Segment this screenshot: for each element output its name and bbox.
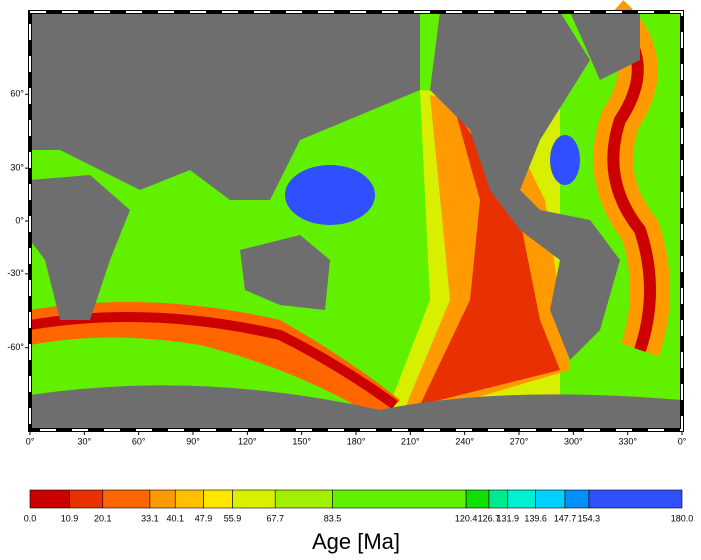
colorbar-tick-label: 180.0 — [671, 513, 694, 523]
colorbar-tick-label: 126.7 — [478, 513, 501, 523]
y-tick-label: -60° — [7, 342, 24, 352]
colorbar-tick-label: 33.1 — [141, 513, 159, 523]
y-tick-label: 30° — [10, 163, 24, 173]
colorbar-segment — [488, 489, 509, 509]
colorbar-tick-label: 83.5 — [324, 513, 342, 523]
x-tick-label: 90° — [186, 436, 200, 446]
colorbar-tick-label: 0.0 — [24, 513, 37, 523]
y-tick-label: 60° — [10, 89, 24, 99]
map-area — [28, 0, 684, 432]
x-tick-label: 150° — [292, 436, 311, 446]
colorbar-segment — [588, 489, 683, 509]
colorbar-tick-label: 131.9 — [497, 513, 520, 523]
land — [30, 385, 682, 430]
land — [430, 12, 620, 360]
colorbar-segment — [174, 489, 204, 509]
colorbar-segment — [29, 489, 70, 509]
x-tick-label: 240° — [455, 436, 474, 446]
colorbar-segment — [274, 489, 333, 509]
colorbar-tick-label: 147.7 — [554, 513, 577, 523]
x-tick-label: 120° — [238, 436, 257, 446]
x-tick-label: 0° — [26, 436, 35, 446]
land — [240, 235, 330, 310]
colorbar-segment — [232, 489, 276, 509]
y-tick-label: -30° — [7, 268, 24, 278]
ocean-band — [420, 110, 560, 405]
colorbar-segment — [102, 489, 151, 509]
land — [570, 12, 640, 80]
colorbar-segment — [535, 489, 566, 509]
frame — [29, 11, 683, 431]
ridge — [605, 10, 656, 352]
x-tick-label: 60° — [132, 436, 146, 446]
land — [30, 175, 130, 320]
colorbar-tick-label: 47.9 — [195, 513, 213, 523]
colorbar-tick-label: 10.9 — [61, 513, 79, 523]
colorbar-segment — [203, 489, 233, 509]
colorbar-tick-label: 67.7 — [266, 513, 284, 523]
y-tick-label: 0° — [15, 215, 24, 225]
colorbar-segment — [149, 489, 176, 509]
old-crust — [550, 135, 580, 185]
x-tick-label: 330° — [618, 436, 637, 446]
x-tick-label: 30° — [78, 436, 92, 446]
colorbar-tick-label: 120.4 — [455, 513, 478, 523]
colorbar-segment — [69, 489, 104, 509]
colorbar-title: Age [Ma] — [312, 529, 400, 554]
colorbar-tick-label: 20.1 — [94, 513, 112, 523]
colorbar-tick-label: 139.6 — [524, 513, 547, 523]
colorbar-segment — [332, 489, 467, 509]
x-tick-label: 210° — [401, 436, 420, 446]
x-tick-label: 180° — [347, 436, 366, 446]
x-tick-label: 0° — [678, 436, 687, 446]
colorbar-segment — [465, 489, 490, 509]
x-tick-label: 300° — [564, 436, 583, 446]
old-crust — [285, 165, 375, 225]
colorbar-tick-label: 55.9 — [224, 513, 242, 523]
x-tick-label: 270° — [510, 436, 529, 446]
land — [30, 12, 420, 200]
ridge — [29, 312, 398, 410]
ocean-band — [30, 302, 400, 420]
colorbar-segment — [507, 489, 536, 509]
colorbar-segment — [564, 489, 590, 509]
colorbar-tick-label: 40.1 — [166, 513, 184, 523]
colorbar-tick-label: 154.3 — [578, 513, 601, 523]
